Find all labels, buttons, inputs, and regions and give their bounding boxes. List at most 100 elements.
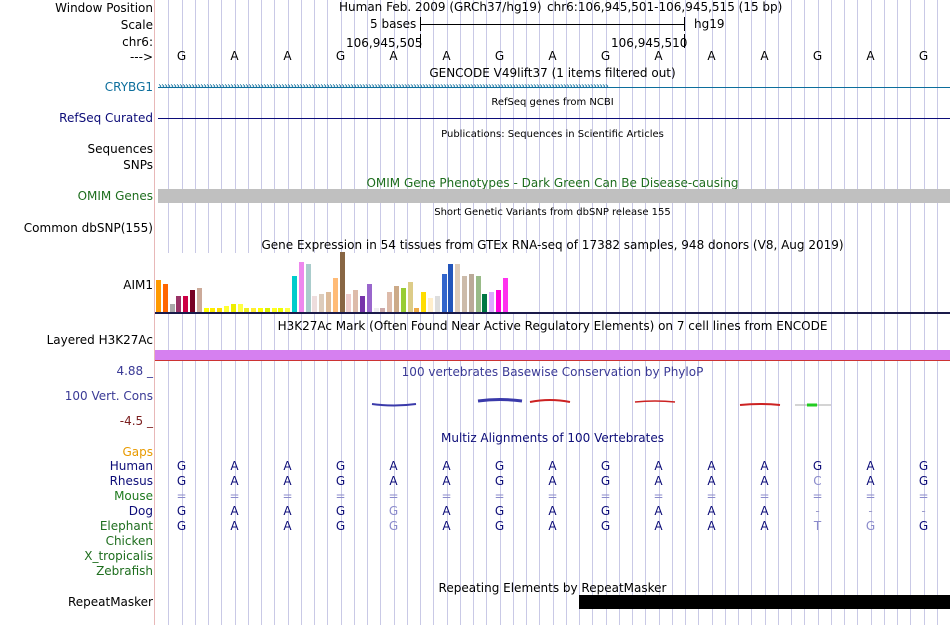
gtex-tissue-bar[interactable]: [244, 308, 250, 312]
gtex-tissue-bar[interactable]: [421, 292, 427, 312]
gtex-tissue-bar[interactable]: [251, 308, 257, 312]
publications-snps-label[interactable]: SNPs: [123, 158, 153, 172]
species-label[interactable]: X_tropicalis: [84, 549, 153, 563]
species-label[interactable]: Chicken: [105, 534, 153, 548]
sequence-base: A: [760, 49, 769, 63]
gtex-tissue-bar[interactable]: [394, 286, 399, 312]
gtex-tissue-bar[interactable]: [326, 292, 331, 312]
gtex-tissue-bar[interactable]: [190, 290, 195, 312]
species-label[interactable]: Elephant: [99, 519, 153, 533]
gtex-tissue-bar[interactable]: [441, 274, 447, 312]
alignment-base: G: [812, 459, 823, 473]
gtex-tissue-bar[interactable]: [298, 262, 304, 312]
gtex-tissue-bar[interactable]: [264, 308, 270, 312]
gtex-tissue-bar[interactable]: [237, 304, 243, 312]
alignment-base: A: [283, 504, 292, 518]
alignment-base: A: [654, 459, 663, 473]
sequence-base: A: [866, 49, 875, 63]
gtex-tissue-bar[interactable]: [224, 306, 229, 312]
gtex-tissue-bar[interactable]: [196, 288, 202, 312]
omim-label[interactable]: OMIM Genes: [77, 189, 153, 203]
gtex-tissue-bar[interactable]: [346, 294, 352, 312]
gtex-tissue-bar[interactable]: [305, 264, 311, 312]
gtex-tissue-bar[interactable]: [496, 290, 501, 312]
gtex-tissue-bar[interactable]: [414, 308, 420, 312]
gtex-tissue-bar[interactable]: [332, 278, 338, 312]
gtex-tissue-bar[interactable]: [489, 292, 495, 312]
gtex-tissue-bar[interactable]: [434, 296, 440, 312]
publications-sequences-label[interactable]: Sequences: [87, 142, 153, 156]
refseq-feature-line[interactable]: [158, 118, 950, 119]
gtex-tissue-bar[interactable]: [156, 280, 161, 312]
gtex-tissue-bar[interactable]: [455, 264, 461, 312]
alignment-base: G: [918, 474, 929, 488]
gtex-tissue-bar[interactable]: [292, 276, 297, 312]
phylop-signal[interactable]: [155, 385, 950, 425]
alignment-base: G: [918, 459, 929, 473]
gtex-tissue-bar[interactable]: [380, 308, 386, 312]
alignment-base: =: [759, 489, 770, 503]
gtex-gene-label[interactable]: AIM1: [123, 278, 153, 292]
gtex-tissue-bar[interactable]: [339, 252, 345, 312]
gtex-tissue-bar[interactable]: [203, 308, 209, 312]
gtex-tissue-bar[interactable]: [360, 296, 365, 312]
gtex-tissue-bar[interactable]: [278, 308, 284, 312]
gtex-tissue-bar[interactable]: [373, 308, 379, 312]
alignment-base: A: [230, 504, 239, 518]
alignment-base: =: [653, 489, 664, 503]
gtex-tissue-bar[interactable]: [230, 304, 236, 312]
gtex-tissue-bar[interactable]: [183, 296, 189, 312]
repeatmasker-feature[interactable]: [579, 595, 950, 609]
gtex-tissue-bar[interactable]: [217, 308, 223, 312]
gtex-tissue-bar[interactable]: [169, 304, 175, 312]
gtex-tissue-bar[interactable]: [258, 308, 263, 312]
alignment-base: G: [388, 519, 399, 533]
coord-left: 106,945,505: [346, 36, 423, 50]
phylop-title: 100 vertebrates Basewise Conservation by…: [401, 365, 704, 379]
gaps-label[interactable]: Gaps: [122, 445, 153, 459]
gtex-tissue-bar[interactable]: [312, 296, 318, 312]
h3k27ac-signal-bar[interactable]: [155, 350, 950, 360]
gtex-tissue-bar[interactable]: [285, 308, 291, 312]
h3k27ac-label[interactable]: Layered H3K27Ac: [46, 333, 153, 347]
gtex-tissue-bar[interactable]: [176, 296, 182, 312]
alignment-base: G: [335, 459, 346, 473]
gtex-tissue-bar[interactable]: [475, 276, 481, 312]
alignment-base: =: [388, 489, 399, 503]
gtex-tissue-bar[interactable]: [366, 284, 372, 312]
alignment-base: =: [176, 489, 187, 503]
gtex-tissue-bar[interactable]: [482, 294, 488, 312]
gtex-tissue-bar[interactable]: [319, 294, 325, 312]
gtex-tissue-bar[interactable]: [162, 284, 168, 312]
alignment-base: A: [283, 459, 292, 473]
gtex-tissue-bar[interactable]: [210, 308, 216, 312]
alignment-base: =: [812, 489, 823, 503]
species-label[interactable]: Rhesus: [109, 474, 153, 488]
gtex-tissue-bar[interactable]: [353, 290, 359, 312]
phylop-label[interactable]: 100 Vert. Cons: [64, 389, 153, 403]
alignment-base: G: [865, 519, 876, 533]
gtex-tissue-bar[interactable]: [502, 278, 508, 312]
alignment-base: G: [176, 459, 187, 473]
dbsnp-label[interactable]: Common dbSNP(155): [23, 221, 153, 235]
gtex-tissue-bar[interactable]: [462, 276, 467, 312]
gtex-tissue-bar[interactable]: [428, 298, 433, 312]
repeatmasker-label[interactable]: RepeatMasker: [67, 595, 153, 609]
refseq-label[interactable]: RefSeq Curated: [59, 111, 153, 125]
gencode-gene-label[interactable]: CRYBG1: [104, 80, 153, 94]
gtex-tissue-bar[interactable]: [407, 282, 413, 312]
species-label[interactable]: Dog: [128, 504, 153, 518]
alignment-base: G: [494, 519, 505, 533]
gencode-gene-feature[interactable]: ››››››››››››››››››››››››››››››››››››››››…: [158, 80, 950, 94]
dbsnp-title: Short Genetic Variants from dbSNP releas…: [434, 207, 671, 218]
gtex-tissue-bar[interactable]: [271, 308, 277, 312]
species-label[interactable]: Zebrafish: [96, 564, 153, 578]
gtex-tissue-bar[interactable]: [468, 274, 474, 312]
gtex-tissue-bar[interactable]: [448, 264, 454, 312]
species-label[interactable]: Mouse: [114, 489, 153, 503]
omim-feature-bar[interactable]: [158, 189, 950, 203]
gtex-tissue-bar[interactable]: [387, 292, 393, 312]
alignment-base: G: [494, 474, 505, 488]
gtex-tissue-bar[interactable]: [400, 288, 406, 312]
species-label[interactable]: Human: [109, 459, 153, 473]
